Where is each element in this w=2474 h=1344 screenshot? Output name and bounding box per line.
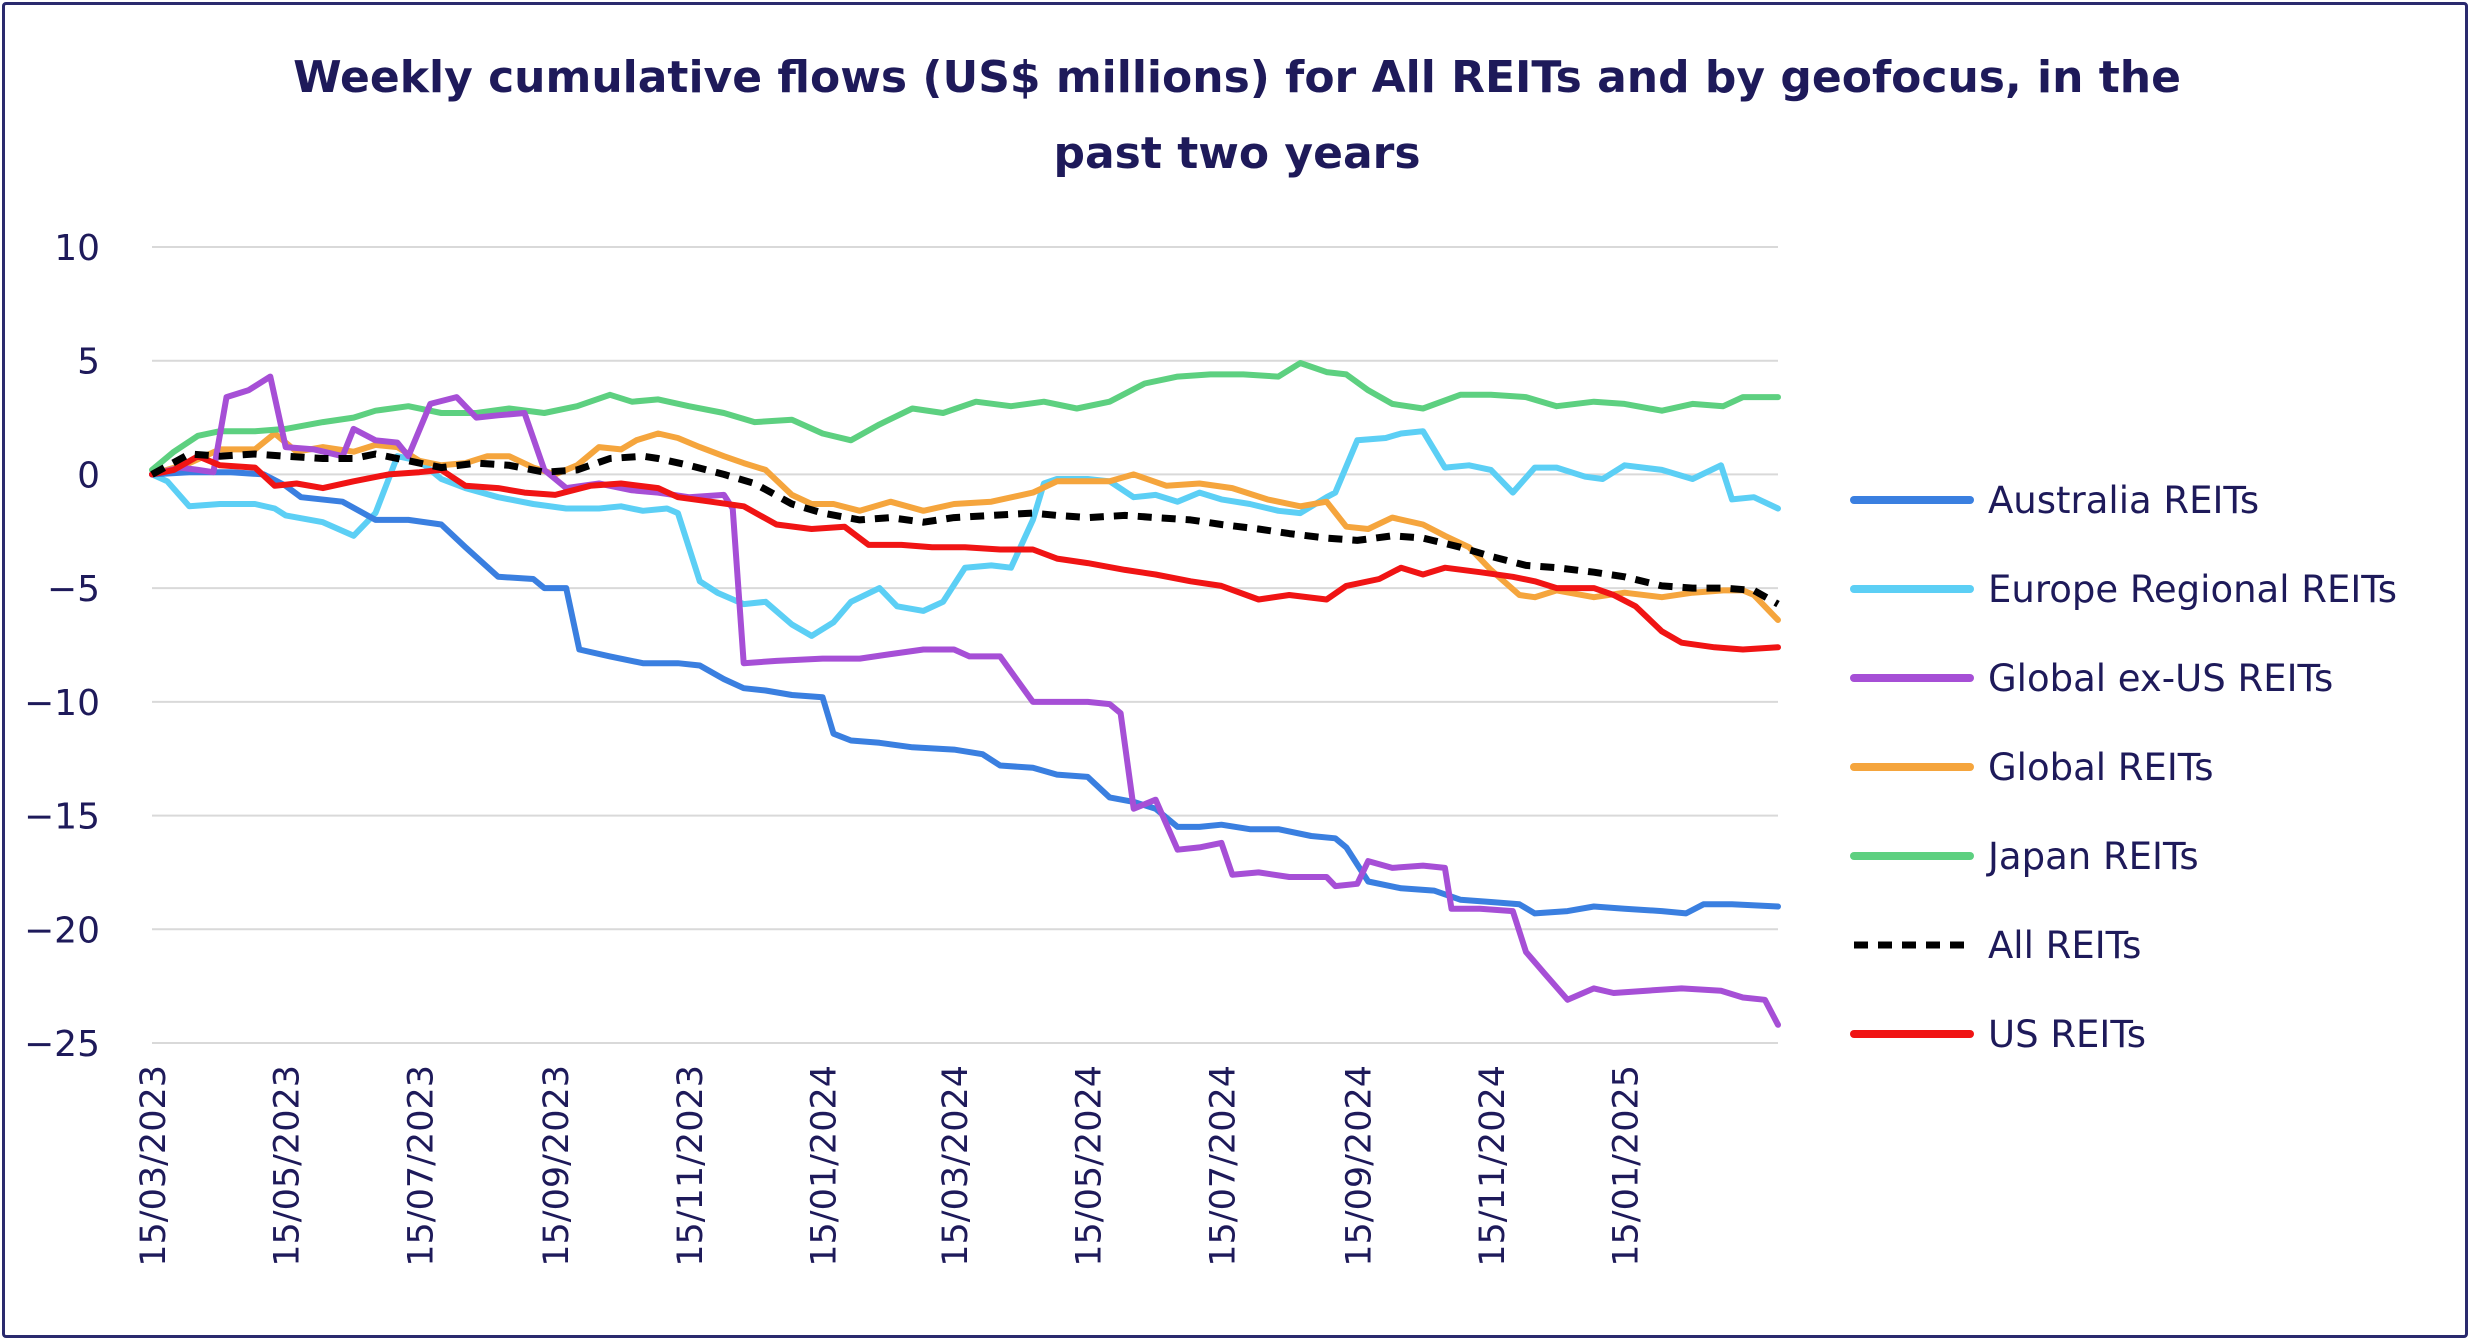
legend-label: Global ex-US REITs — [1988, 656, 2334, 700]
series-lines — [149, 360, 1781, 1028]
legend-item: Europe Regional REITs — [1850, 559, 2397, 619]
series-line-australia-reits — [149, 469, 1781, 917]
legend-label: Global REITs — [1988, 745, 2214, 789]
legend-swatch — [1850, 761, 1974, 773]
y-tick-label: 0 — [77, 455, 100, 496]
x-tick-label: 15/09/2024 — [1339, 1065, 1379, 1267]
legend-label: Japan REITs — [1988, 834, 2199, 878]
chart-title-line-1: Weekly cumulative flows (US$ millions) f… — [293, 52, 2181, 103]
legend-item: Australia REITs — [1850, 470, 2259, 530]
series-line-global-reits — [149, 430, 1781, 623]
legend-item: All REITs — [1850, 915, 2141, 975]
legend-item: Global ex-US REITs — [1850, 648, 2333, 708]
y-tick-label: −20 — [24, 910, 100, 951]
legend-swatch — [1850, 672, 1974, 684]
legend-item: Global REITs — [1850, 737, 2214, 797]
legend-label: Australia REITs — [1988, 478, 2260, 522]
x-tick-label: 15/01/2025 — [1607, 1065, 1647, 1267]
x-tick-label: 15/07/2024 — [1203, 1065, 1243, 1267]
legend-swatch — [1850, 850, 1974, 862]
legend-item: US REITs — [1850, 1004, 2146, 1064]
legend-swatch — [1850, 583, 1974, 595]
y-tick-label: −25 — [24, 1024, 100, 1065]
y-tick-label: 10 — [54, 228, 100, 269]
y-axis-tick-labels: 10 5 0 −5 −10 −15 −20 −25 — [24, 228, 100, 1065]
x-tick-label: 15/05/2023 — [268, 1065, 308, 1267]
series-line-us-reits — [149, 453, 1781, 653]
x-tick-label: 15/01/2024 — [805, 1065, 845, 1267]
x-tick-label: 15/11/2023 — [671, 1065, 711, 1267]
y-tick-label: 5 — [77, 342, 100, 383]
y-tick-label: −15 — [24, 797, 100, 838]
legend-swatch — [1850, 494, 1974, 506]
legend-label: All REITs — [1988, 923, 2142, 967]
series-line-global-ex-us-reits — [149, 373, 1781, 1028]
series-line-japan-reits — [149, 360, 1781, 473]
y-tick-label: −10 — [24, 683, 100, 724]
legend-swatch — [1850, 1028, 1974, 1040]
chart-title: Weekly cumulative flows (US$ millions) f… — [0, 40, 2474, 192]
x-axis-tick-labels: 15/03/2023 15/05/2023 15/07/2023 15/09/2023… — [134, 1065, 1647, 1267]
legend-item: Japan REITs — [1850, 826, 2199, 886]
x-tick-label: 15/03/2023 — [134, 1065, 174, 1267]
x-tick-label: 15/07/2023 — [401, 1065, 441, 1267]
chart-title-line-2: past two years — [1053, 128, 1421, 179]
y-tick-label: −5 — [47, 569, 100, 610]
grid-lines — [152, 246, 1778, 1044]
series-line-europe-regional-reits — [149, 428, 1781, 639]
legend-label: US REITs — [1988, 1012, 2147, 1056]
x-tick-label: 15/11/2024 — [1473, 1065, 1513, 1267]
legend-swatch — [1850, 939, 1974, 951]
legend-label: Europe Regional REITs — [1988, 567, 2398, 611]
x-tick-label: 15/09/2023 — [537, 1065, 577, 1267]
series-line-all-reits — [150, 450, 1780, 608]
x-tick-label: 15/05/2024 — [1070, 1065, 1110, 1267]
x-tick-label: 15/03/2024 — [936, 1065, 976, 1267]
